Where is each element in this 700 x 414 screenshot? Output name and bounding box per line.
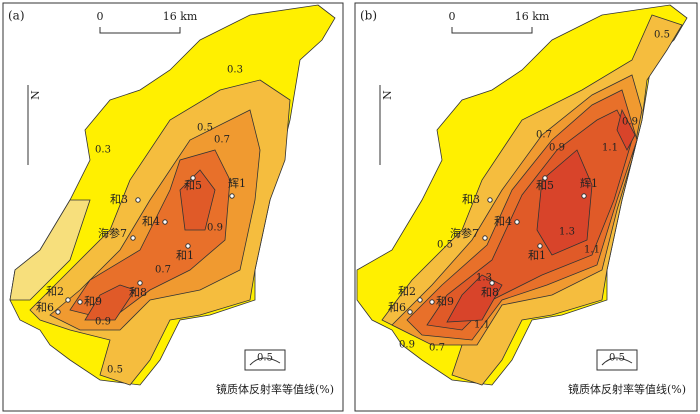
well <box>130 235 136 241</box>
contour-label: 0.7 <box>536 130 552 141</box>
panel-label: (a) <box>8 9 25 23</box>
well-label: 和3 <box>110 193 128 206</box>
well-label: 和3 <box>462 193 480 206</box>
legend-sample: 0.5 <box>257 353 273 364</box>
zone <box>446 274 503 323</box>
well <box>417 297 423 303</box>
contour-label: 0.3 <box>227 65 243 76</box>
contour-label: 1.3 <box>559 227 575 238</box>
panel-frame <box>2 2 344 412</box>
well-label: 和2 <box>46 285 64 298</box>
well-label: 和4 <box>142 215 160 228</box>
well-label: 辉1 <box>228 177 246 190</box>
well <box>137 280 143 286</box>
well-label: 辉1 <box>580 177 598 190</box>
well-label: 和4 <box>494 215 512 228</box>
legend-caption: 镜质体反射率等值线(%) <box>216 382 334 396</box>
well-label: 和9 <box>84 295 102 308</box>
legend-line <box>249 357 281 366</box>
legend-caption: 镜质体反射率等值线(%) <box>568 382 686 396</box>
panel-frame <box>354 2 698 412</box>
contour-label: 0.5 <box>197 123 213 134</box>
zone <box>536 149 593 256</box>
contour-label: 0.5 <box>437 240 453 251</box>
well-label: 和5 <box>536 179 554 192</box>
well <box>55 309 61 315</box>
legend-sample: 0.5 <box>609 353 625 364</box>
contour-label: 0.3 <box>95 145 111 156</box>
contour-label: 0.9 <box>622 117 638 128</box>
contour-label: 0.9 <box>399 340 415 351</box>
scale-bar <box>451 27 533 34</box>
contour-label: 0.9 <box>95 317 111 328</box>
well-label: 海参7 <box>450 226 479 240</box>
well <box>407 309 413 315</box>
well-label: 和1 <box>176 249 194 262</box>
well <box>185 243 191 249</box>
well-label: 和8 <box>481 286 499 299</box>
contour-label: 0.7 <box>214 135 230 146</box>
contour-label: 0.5 <box>107 365 123 376</box>
panel: (a) 0 16 kmN0.30.30.50.70.90.70.90.5和3海参7和… <box>2 2 344 412</box>
well-label: 和1 <box>528 249 546 262</box>
zone <box>616 108 636 151</box>
well-label: 和2 <box>398 285 416 298</box>
legend-box <box>596 349 638 371</box>
scale-end: 16 km <box>515 10 550 23</box>
well-label: 和5 <box>184 179 202 192</box>
scale-bar <box>99 27 181 34</box>
contour-label: 1.1 <box>602 143 618 154</box>
well-label: 和8 <box>129 286 147 299</box>
legend-box <box>244 349 286 371</box>
well <box>65 297 71 303</box>
well-label: 海参7 <box>98 226 127 240</box>
scale-end: 16 km <box>163 10 198 23</box>
north-label: N <box>29 90 42 100</box>
well-label: 和6 <box>388 301 406 314</box>
zone <box>9 199 91 301</box>
contour-label: 1.1 <box>474 320 490 331</box>
north-label: N <box>381 90 394 100</box>
well-label: 和9 <box>436 295 454 308</box>
well <box>542 175 548 181</box>
scale-start: 0 <box>97 10 104 23</box>
zone <box>84 284 136 321</box>
contour-label: 1.3 <box>476 273 492 284</box>
well <box>135 197 141 203</box>
well <box>489 280 495 286</box>
well-label: 和6 <box>36 301 54 314</box>
contour-label: 0.9 <box>207 223 223 234</box>
panel-label: (b) <box>360 9 377 23</box>
contour-label: 0.9 <box>549 143 565 154</box>
well <box>482 235 488 241</box>
well <box>229 193 235 199</box>
contour-label: 1.1 <box>584 245 600 256</box>
scale-start: 0 <box>449 10 456 23</box>
well <box>581 193 587 199</box>
contour-label: 0.5 <box>654 30 670 41</box>
panel: (b) 0 16 km N 0.5 0.9 1.1 0.7 0.9 1.3 1.1 0.5 1.3 1.1… <box>354 2 698 412</box>
legend-line <box>601 357 633 366</box>
well <box>429 299 435 305</box>
zone <box>179 169 216 231</box>
well <box>162 219 168 225</box>
well <box>537 243 543 249</box>
contour-label: 0.7 <box>429 343 445 354</box>
well <box>487 197 493 203</box>
well <box>514 219 520 225</box>
well <box>77 299 83 305</box>
well <box>190 175 196 181</box>
contour-label: 0.7 <box>155 265 171 276</box>
